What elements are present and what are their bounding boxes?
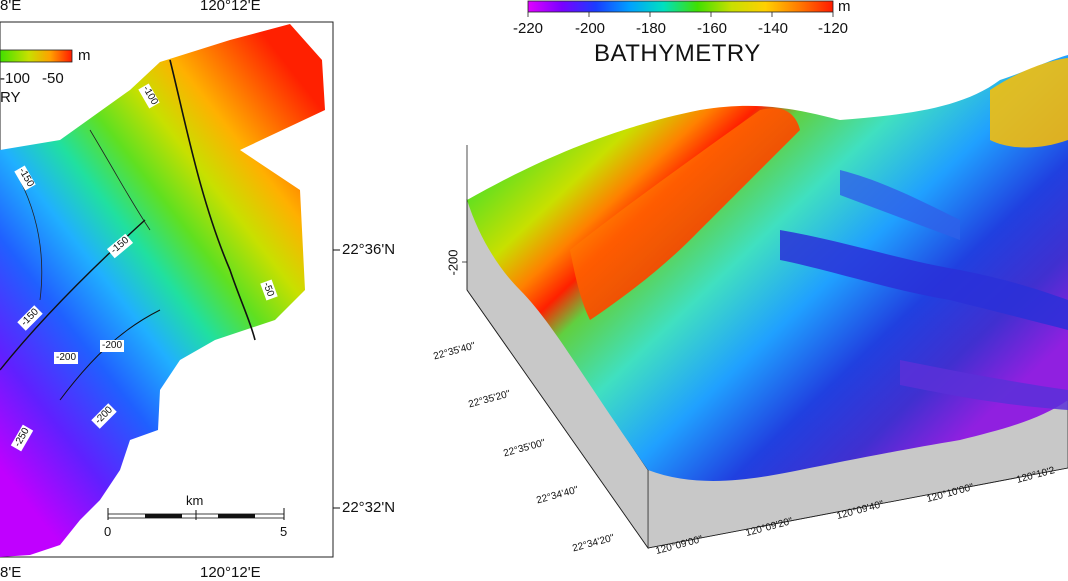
deep-channel bbox=[900, 360, 1068, 410]
lat-label: 22°32'N bbox=[342, 499, 396, 516]
scale-bar-unit: km bbox=[186, 493, 204, 508]
left-scale-bar bbox=[107, 508, 285, 520]
lat-axis bbox=[466, 289, 649, 549]
contour-label: -200 bbox=[102, 340, 123, 351]
right-colorbar-unit: m bbox=[838, 0, 851, 15]
lat-label: 22°36'N bbox=[342, 241, 396, 258]
colorbar-title: BATHYMETRY bbox=[594, 40, 761, 67]
colorbar-ticks bbox=[527, 12, 834, 17]
shoal-highlight bbox=[990, 58, 1068, 148]
bathymetry-colorbar bbox=[527, 0, 834, 13]
left-colorbar bbox=[0, 49, 73, 63]
right-colorbar-tick: -120 bbox=[818, 20, 849, 37]
bottom-lon-label: 8'E bbox=[0, 564, 22, 581]
red-ridge bbox=[570, 108, 800, 321]
deep-channel bbox=[780, 230, 1068, 330]
bottom-lon-label: 120°12'E bbox=[200, 564, 261, 581]
left-colorbar-title: RY bbox=[0, 89, 21, 106]
right-colorbar-tick: -180 bbox=[636, 20, 667, 37]
lon-axis bbox=[647, 467, 1068, 549]
left-contour-main bbox=[169, 59, 256, 341]
deep-channel bbox=[840, 170, 960, 240]
left-survey-swath bbox=[0, 24, 325, 557]
right-colorbar-tick: -220 bbox=[513, 20, 544, 37]
left-colorbar-unit: m bbox=[78, 47, 91, 64]
left-contour-thin bbox=[19, 179, 43, 301]
contour-label: -200 bbox=[56, 352, 77, 363]
left-colorbar-tick: -100 bbox=[0, 70, 31, 87]
z-axis-label: -200 bbox=[445, 249, 461, 276]
left-colorbar-tick: -50 bbox=[42, 70, 64, 87]
scale-bar-start: 0 bbox=[104, 524, 112, 539]
scale-bar-end: 5 bbox=[280, 524, 288, 539]
left-contour-label-boxes bbox=[10, 83, 278, 452]
right-colorbar-tick: -160 bbox=[697, 20, 728, 37]
right-colorbar-tick: -140 bbox=[758, 20, 789, 37]
right-colorbar-tick: -200 bbox=[575, 20, 606, 37]
top-lon-label: 120°12'E bbox=[200, 0, 261, 14]
left-contour-thin bbox=[89, 129, 151, 231]
top-lon-label: 8'E bbox=[0, 0, 22, 14]
